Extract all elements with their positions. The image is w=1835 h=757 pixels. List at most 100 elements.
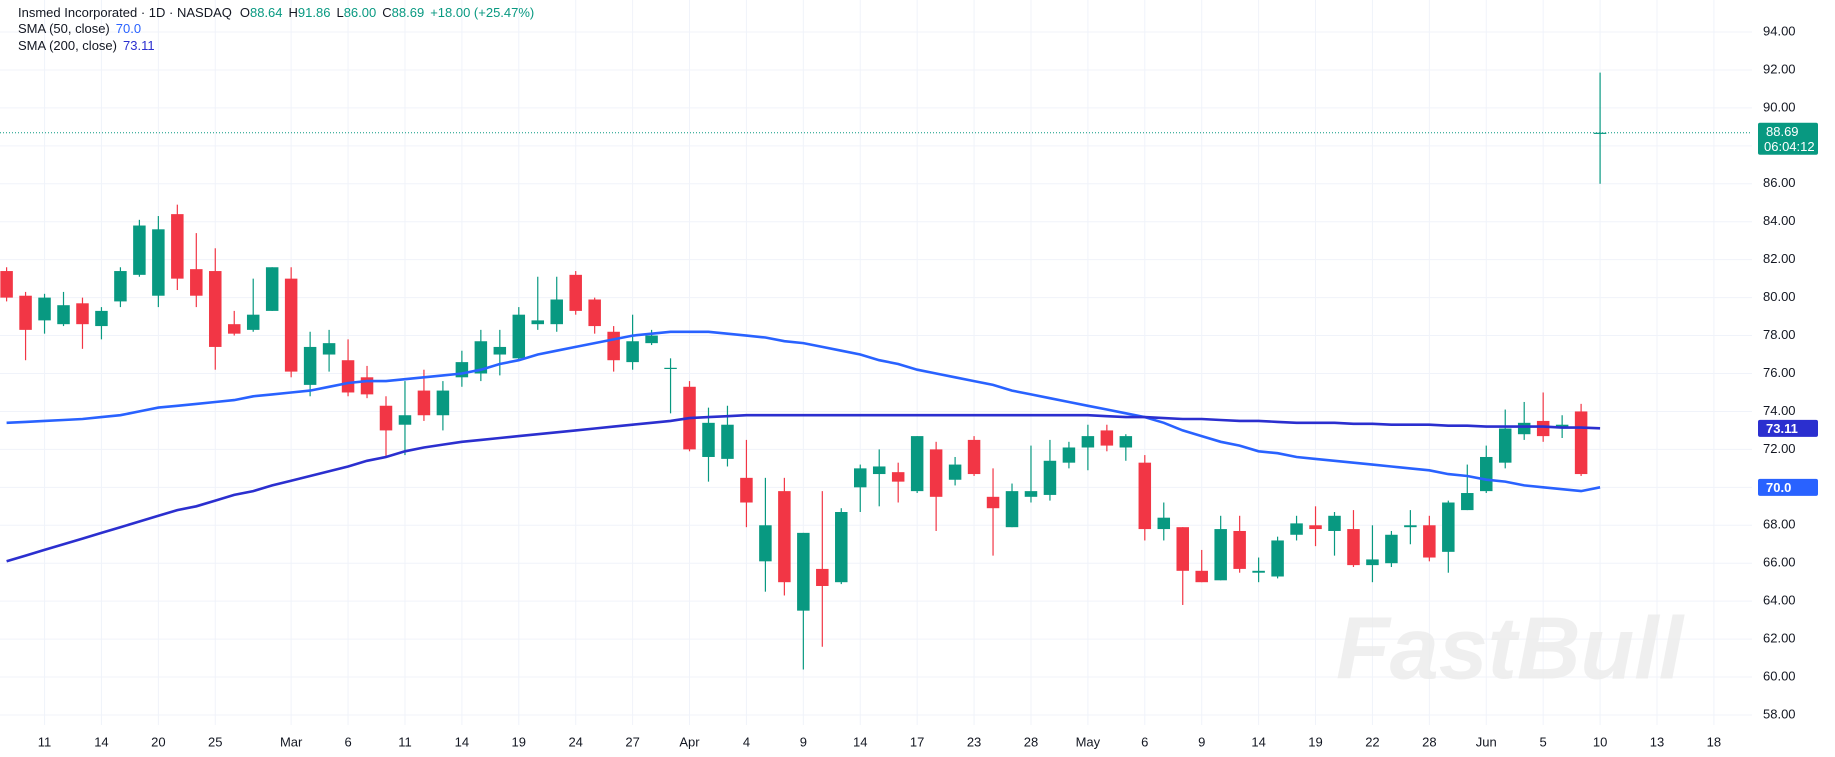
- y-tick-label: 78.00: [1763, 327, 1796, 342]
- candle-body: [740, 477, 753, 503]
- candle-body: [759, 525, 772, 562]
- x-tick-label: 28: [1422, 734, 1436, 749]
- candle-body: [1119, 436, 1133, 448]
- candle-body: [265, 267, 279, 311]
- candle-body: [1062, 447, 1076, 463]
- header: Insmed Incorporated · 1D · NASDAQ O88.64 H…: [18, 5, 534, 20]
- candle-body: [1366, 559, 1379, 566]
- x-tick-label: 20: [151, 734, 165, 749]
- candle-body: [607, 331, 620, 361]
- candle-body: [1423, 525, 1436, 558]
- candle-body: [209, 271, 222, 347]
- y-tick-label: 90.00: [1763, 99, 1796, 114]
- candle-body: [1024, 491, 1038, 497]
- x-tick-label: 14: [455, 734, 469, 749]
- candle-body: [38, 297, 51, 321]
- x-tick-label: 17: [910, 734, 924, 749]
- sma-badge-label: 70.0: [1766, 480, 1791, 495]
- candle-body: [1328, 515, 1341, 531]
- y-tick-label: 86.00: [1763, 175, 1796, 190]
- candle-body: [114, 271, 127, 302]
- candle-body: [19, 295, 32, 330]
- x-tick-label: 14: [853, 734, 867, 749]
- candle-body: [1461, 493, 1474, 511]
- x-tick-label: Mar: [280, 734, 303, 749]
- candle-body: [967, 439, 981, 475]
- legend-name: SMA (50, close): [18, 21, 110, 36]
- candle-body: [626, 341, 639, 363]
- candle-body: [1442, 502, 1455, 552]
- x-tick-label: 11: [38, 734, 52, 749]
- y-tick-label: 72.00: [1763, 441, 1796, 456]
- change: +18.00 (+25.47%): [430, 5, 534, 20]
- candle-body: [76, 303, 89, 325]
- y-tick-label: 82.00: [1763, 251, 1796, 266]
- y-tick-label: 66.00: [1763, 555, 1796, 570]
- candle-body: [1593, 132, 1607, 134]
- candle-body: [569, 274, 582, 311]
- candle-body: [1138, 462, 1152, 530]
- y-tick-label: 58.00: [1763, 706, 1796, 721]
- candle-body: [1309, 525, 1322, 530]
- candle-body: [246, 314, 260, 330]
- x-tick-label: 28: [1024, 734, 1038, 749]
- y-tick-label: 76.00: [1763, 365, 1796, 380]
- candle-body: [322, 343, 336, 355]
- candle-body: [341, 360, 355, 393]
- x-tick-label: 6: [1141, 734, 1148, 749]
- candle-body: [1385, 534, 1398, 564]
- candle-body: [531, 320, 545, 325]
- candle-body: [1157, 517, 1171, 530]
- candle-body: [891, 472, 905, 482]
- countdown: 06:04:12: [1764, 139, 1815, 154]
- candle-body: [1271, 540, 1284, 577]
- candle-body: [797, 532, 810, 611]
- ohlc-key: C: [382, 5, 391, 20]
- price-badge-label: 88.69: [1766, 124, 1799, 139]
- candle-body: [588, 299, 601, 327]
- candle-body: [986, 496, 1000, 509]
- legend-entry: SMA (50, close) 70.0: [18, 21, 141, 36]
- y-tick-label: 60.00: [1763, 668, 1796, 683]
- legend-value: 70.0: [116, 21, 141, 36]
- candle-body: [872, 466, 886, 475]
- x-tick-label: 10: [1593, 734, 1607, 749]
- candle-body: [1536, 420, 1550, 437]
- candle-body: [550, 299, 563, 325]
- candle-body: [190, 269, 203, 296]
- x-tick-label: May: [1076, 734, 1101, 749]
- x-tick-label: 14: [1251, 734, 1265, 749]
- candle-body: [854, 468, 867, 488]
- ohlc-key: L: [336, 5, 343, 20]
- x-tick-label: 14: [94, 734, 108, 749]
- candle-body: [436, 390, 450, 416]
- candle-body: [1176, 527, 1189, 571]
- y-tick-label: 80.00: [1763, 289, 1796, 304]
- candle-body: [1404, 525, 1417, 528]
- candle-body: [1347, 529, 1360, 566]
- sma-badge: [1758, 478, 1818, 496]
- x-tick-label: Jun: [1476, 734, 1497, 749]
- candle-body: [1252, 570, 1265, 573]
- x-tick-label: 9: [1198, 734, 1205, 749]
- legend-name: SMA (200, close): [18, 38, 117, 53]
- sma-badge: [1758, 419, 1818, 437]
- candle-body: [929, 449, 943, 497]
- x-tick-label: Apr: [679, 734, 700, 749]
- sma-badge-label: 73.11: [1766, 421, 1798, 436]
- candle-body: [1290, 523, 1303, 535]
- y-tick-label: 94.00: [1763, 23, 1796, 38]
- candle-body: [133, 225, 146, 275]
- ohlc-value: 88.64: [250, 5, 283, 20]
- price-badge: [1758, 122, 1818, 155]
- x-tick-label: 25: [208, 734, 222, 749]
- candle-body: [493, 346, 507, 355]
- candle-body: [0, 271, 13, 298]
- candle-body: [1517, 422, 1531, 435]
- sma-line: [6, 413, 1601, 563]
- candle-body: [95, 310, 108, 327]
- y-tick-label: 68.00: [1763, 517, 1796, 532]
- x-tick-label: 19: [512, 734, 526, 749]
- candle-body: [645, 335, 658, 344]
